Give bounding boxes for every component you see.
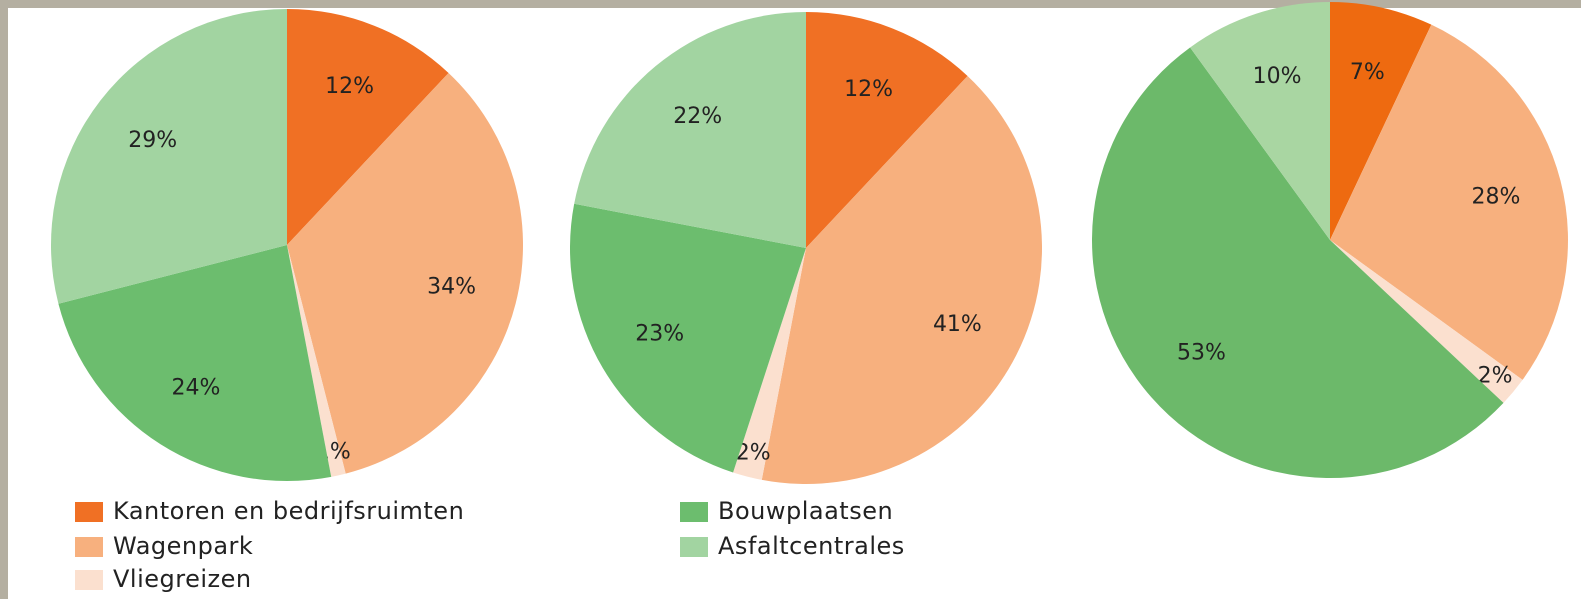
data-label: 24% [171, 375, 220, 400]
pie-slice [761, 75, 1042, 484]
data-label: 34% [427, 274, 476, 299]
legend-label: Vliegreizen [113, 565, 252, 593]
data-label: 12% [325, 74, 374, 99]
pie-slice [287, 72, 524, 474]
pie-slice [50, 9, 287, 304]
data-label: 12% [844, 77, 893, 102]
legend-label: Bouwplaatsen [718, 497, 893, 525]
data-label: 29% [128, 128, 177, 153]
pie-slice [806, 12, 968, 248]
data-label: 10% [1253, 64, 1302, 89]
data-label: 22% [673, 104, 722, 129]
pie-slice [1330, 240, 1523, 403]
data-label: 28% [1472, 184, 1521, 209]
legend-swatch [75, 502, 103, 522]
pie-slice [1330, 2, 1432, 240]
pie-slice [1190, 2, 1330, 240]
legend-swatch [680, 537, 708, 557]
data-label: 23% [635, 321, 684, 346]
data-label: 41% [933, 312, 982, 337]
legend-swatch [75, 537, 103, 557]
pie-slice [1330, 24, 1568, 380]
pie-slice [287, 9, 449, 245]
data-label: 7% [1350, 60, 1385, 85]
legend-label: Wagenpark [113, 532, 253, 560]
pie-slice [58, 245, 332, 482]
pie-slice [1092, 47, 1504, 478]
pie-slice [570, 203, 806, 473]
pie-slice [287, 245, 346, 477]
data-label: 53% [1177, 340, 1226, 365]
pie-slice [574, 12, 806, 248]
legend-swatch [75, 570, 103, 590]
pie-slice [733, 248, 806, 480]
legend-label: Asfaltcentrales [718, 532, 905, 560]
legend-label: Kantoren en bedrijfsruimten [113, 497, 464, 525]
legend-swatch [680, 502, 708, 522]
